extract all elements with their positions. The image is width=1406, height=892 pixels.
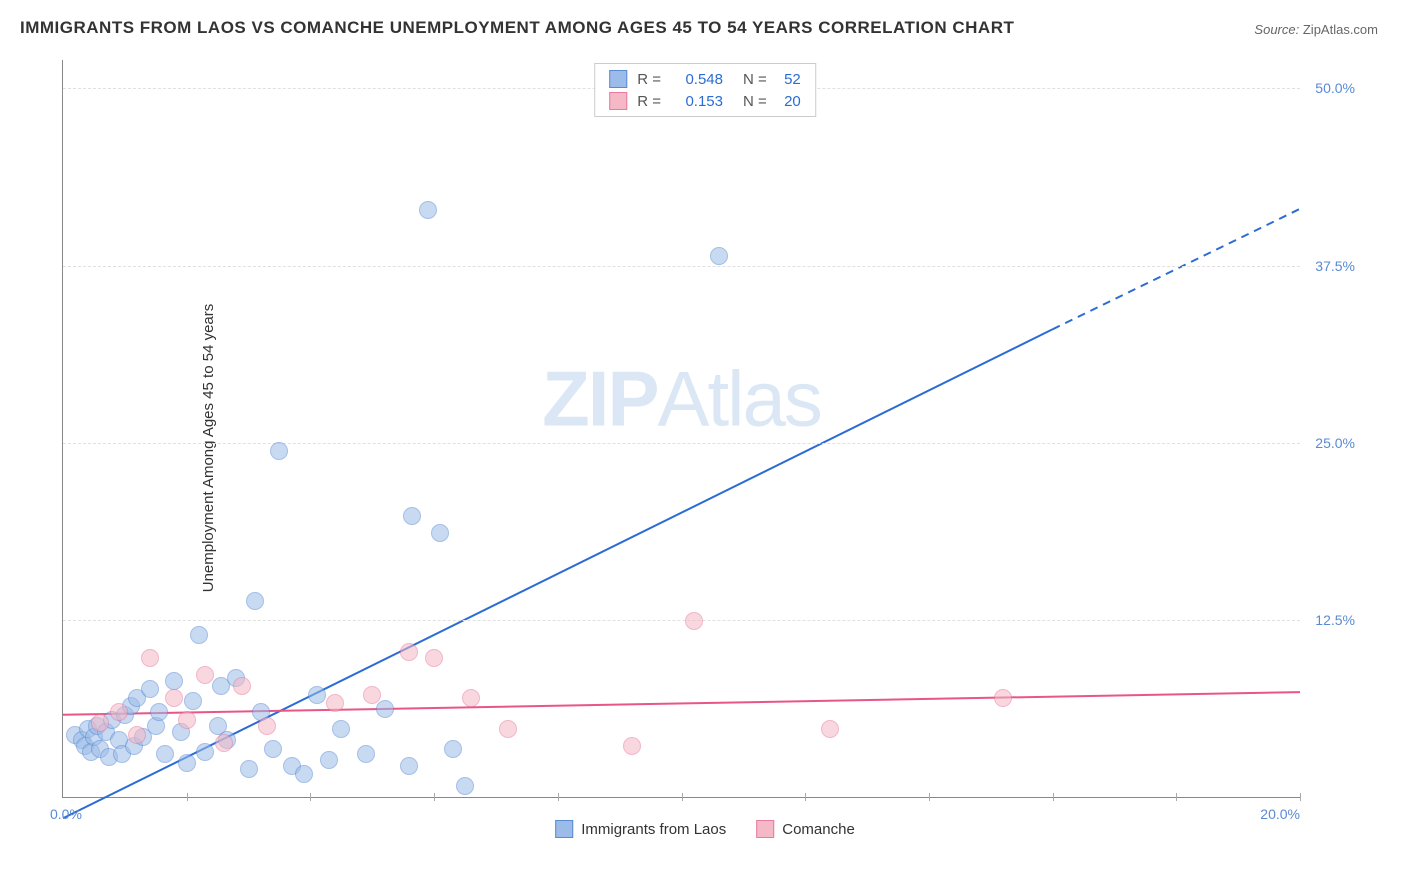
scatter-point-laos [190,626,208,644]
scatter-point-laos [178,754,196,772]
chart-area: Unemployment Among Ages 45 to 54 years R… [50,55,1360,840]
x-tick [1176,793,1177,801]
scatter-point-laos [400,757,418,775]
scatter-point-laos [165,672,183,690]
n-label: N = [743,93,767,110]
r-label: R = [637,71,661,88]
y-tick-label: 37.5% [1315,258,1355,274]
series-legend-item-comanche: Comanche [756,820,855,838]
x-axis-max-label: 20.0% [1260,806,1300,822]
scatter-point-comanche [994,689,1012,707]
scatter-point-laos [184,692,202,710]
r-value: 0.548 [667,71,723,88]
y-tick-label: 50.0% [1315,80,1355,96]
x-tick [682,793,683,801]
legend-swatch-comanche [609,92,627,110]
x-tick [805,793,806,801]
correlation-legend-row-comanche: R = 0.153 N = 20 [595,90,815,112]
scatter-point-comanche [233,677,251,695]
correlation-legend: R = 0.548 N = 52 R = 0.153 N = 20 [594,63,816,117]
source-value: ZipAtlas.com [1303,22,1378,37]
legend-swatch-laos [555,820,573,838]
scatter-point-laos [246,592,264,610]
trendline-comanche [63,692,1300,715]
scatter-point-laos [444,740,462,758]
scatter-point-comanche [110,703,128,721]
gridline [63,443,1300,444]
scatter-point-laos [141,680,159,698]
scatter-point-comanche [499,720,517,738]
x-tick [1300,793,1301,801]
scatter-point-laos [156,745,174,763]
scatter-point-comanche [462,689,480,707]
x-tick [187,793,188,801]
n-value: 52 [773,71,801,88]
r-value: 0.153 [667,93,723,110]
series-label: Comanche [782,821,855,838]
trendline-ext-laos [1053,209,1300,329]
series-label: Immigrants from Laos [581,821,726,838]
scatter-point-comanche [400,643,418,661]
scatter-point-comanche [215,734,233,752]
series-legend: Immigrants from Laos Comanche [555,820,855,838]
scatter-point-laos [264,740,282,758]
scatter-point-laos [320,751,338,769]
gridline [63,620,1300,621]
scatter-point-comanche [258,717,276,735]
scatter-point-comanche [685,612,703,630]
legend-swatch-comanche [756,820,774,838]
scatter-point-comanche [363,686,381,704]
series-legend-item-laos: Immigrants from Laos [555,820,726,838]
x-tick [558,793,559,801]
scatter-point-comanche [128,726,146,744]
scatter-point-laos [240,760,258,778]
source-label: Source: [1254,22,1299,37]
scatter-point-comanche [165,689,183,707]
scatter-point-laos [456,777,474,795]
n-value: 20 [773,93,801,110]
r-label: R = [637,93,661,110]
scatter-point-laos [332,720,350,738]
scatter-point-comanche [425,649,443,667]
x-tick [434,793,435,801]
y-tick-label: 25.0% [1315,435,1355,451]
x-tick [929,793,930,801]
scatter-point-comanche [141,649,159,667]
y-tick-label: 12.5% [1315,612,1355,628]
scatter-point-laos [403,507,421,525]
scatter-point-laos [376,700,394,718]
n-label: N = [743,71,767,88]
scatter-point-laos [431,524,449,542]
x-axis-min-label: 0.0% [50,806,82,822]
chart-title: IMMIGRANTS FROM LAOS VS COMANCHE UNEMPLO… [20,18,1014,38]
legend-swatch-laos [609,70,627,88]
scatter-point-laos [270,442,288,460]
scatter-point-laos [196,743,214,761]
scatter-point-laos [295,765,313,783]
scatter-point-comanche [178,711,196,729]
plot-region: ZIPAtlas 12.5%25.0%37.5%50.0% [62,60,1300,798]
scatter-point-comanche [623,737,641,755]
scatter-point-comanche [821,720,839,738]
x-tick [1053,793,1054,801]
source-attribution: Source: ZipAtlas.com [1254,22,1378,37]
scatter-point-laos [710,247,728,265]
gridline [63,266,1300,267]
correlation-legend-row-laos: R = 0.548 N = 52 [595,68,815,90]
scatter-point-laos [150,703,168,721]
x-tick [310,793,311,801]
scatter-point-comanche [326,694,344,712]
scatter-point-comanche [196,666,214,684]
scatter-point-laos [419,201,437,219]
scatter-point-laos [357,745,375,763]
scatter-point-laos [308,686,326,704]
scatter-point-comanche [91,714,109,732]
